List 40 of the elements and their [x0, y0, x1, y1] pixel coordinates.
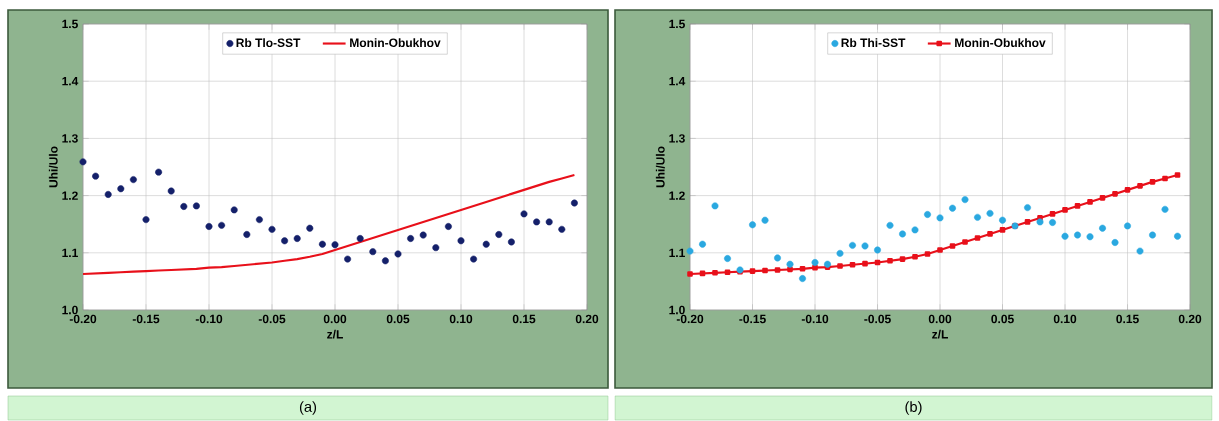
legend-label: Monin-Obukhov: [955, 38, 1046, 47]
x-tick-label: -0.15: [132, 314, 160, 324]
y-axis-title: Uhi/Ulo: [48, 146, 58, 188]
x-tick-label: -0.10: [801, 314, 829, 324]
x-axis-title: z/L: [327, 329, 343, 339]
y-tick-label: 1.1: [62, 248, 78, 257]
x-tick-label: 0.15: [512, 314, 536, 324]
y-tick-label: 1.3: [669, 134, 685, 143]
y-tick-label: 1.2: [62, 191, 78, 200]
y-tick-label: 1.3: [62, 134, 78, 143]
y-tick-label: 1.0: [62, 305, 78, 315]
x-tick-label: 0.05: [991, 314, 1014, 324]
x-tick-label: 0.10: [449, 314, 473, 324]
y-tick-label: 1.2: [669, 191, 685, 200]
x-tick-label: 0.20: [1178, 314, 1202, 324]
text: (b): [905, 401, 922, 415]
x-tick-label: 0.00: [323, 314, 347, 324]
y-tick-label: 1.4: [62, 77, 79, 86]
x-axis-title: z/L: [932, 329, 948, 339]
legend-label: Rb Thi-SST: [841, 38, 906, 47]
y-tick-label: 1.4: [669, 77, 686, 86]
x-tick-label: 0.20: [575, 314, 599, 324]
y-tick-label: 1.0: [669, 305, 685, 315]
x-tick-label: 0.10: [1053, 314, 1077, 324]
legend-label: Monin-Obukhov: [350, 38, 441, 47]
x-tick-label: -0.05: [864, 314, 891, 324]
y-tick-label: 1.5: [669, 19, 685, 29]
x-tick-label: -0.20: [69, 314, 97, 324]
y-axis-title: Uhi/Ulo: [655, 146, 665, 188]
y-tick-label: 1.5: [62, 19, 78, 29]
x-tick-label: 0.00: [928, 314, 952, 324]
x-tick-label: 0.15: [1116, 314, 1139, 324]
text: (a): [299, 401, 317, 415]
x-tick-label: 0.05: [386, 314, 410, 324]
y-tick-label: 1.1: [669, 248, 685, 257]
legend-label: Rb Tlo-SST: [236, 38, 301, 47]
x-tick-label: -0.15: [739, 314, 766, 324]
x-tick-label: -0.20: [676, 314, 704, 324]
x-tick-label: -0.10: [195, 314, 223, 324]
x-tick-label: -0.05: [258, 314, 286, 324]
